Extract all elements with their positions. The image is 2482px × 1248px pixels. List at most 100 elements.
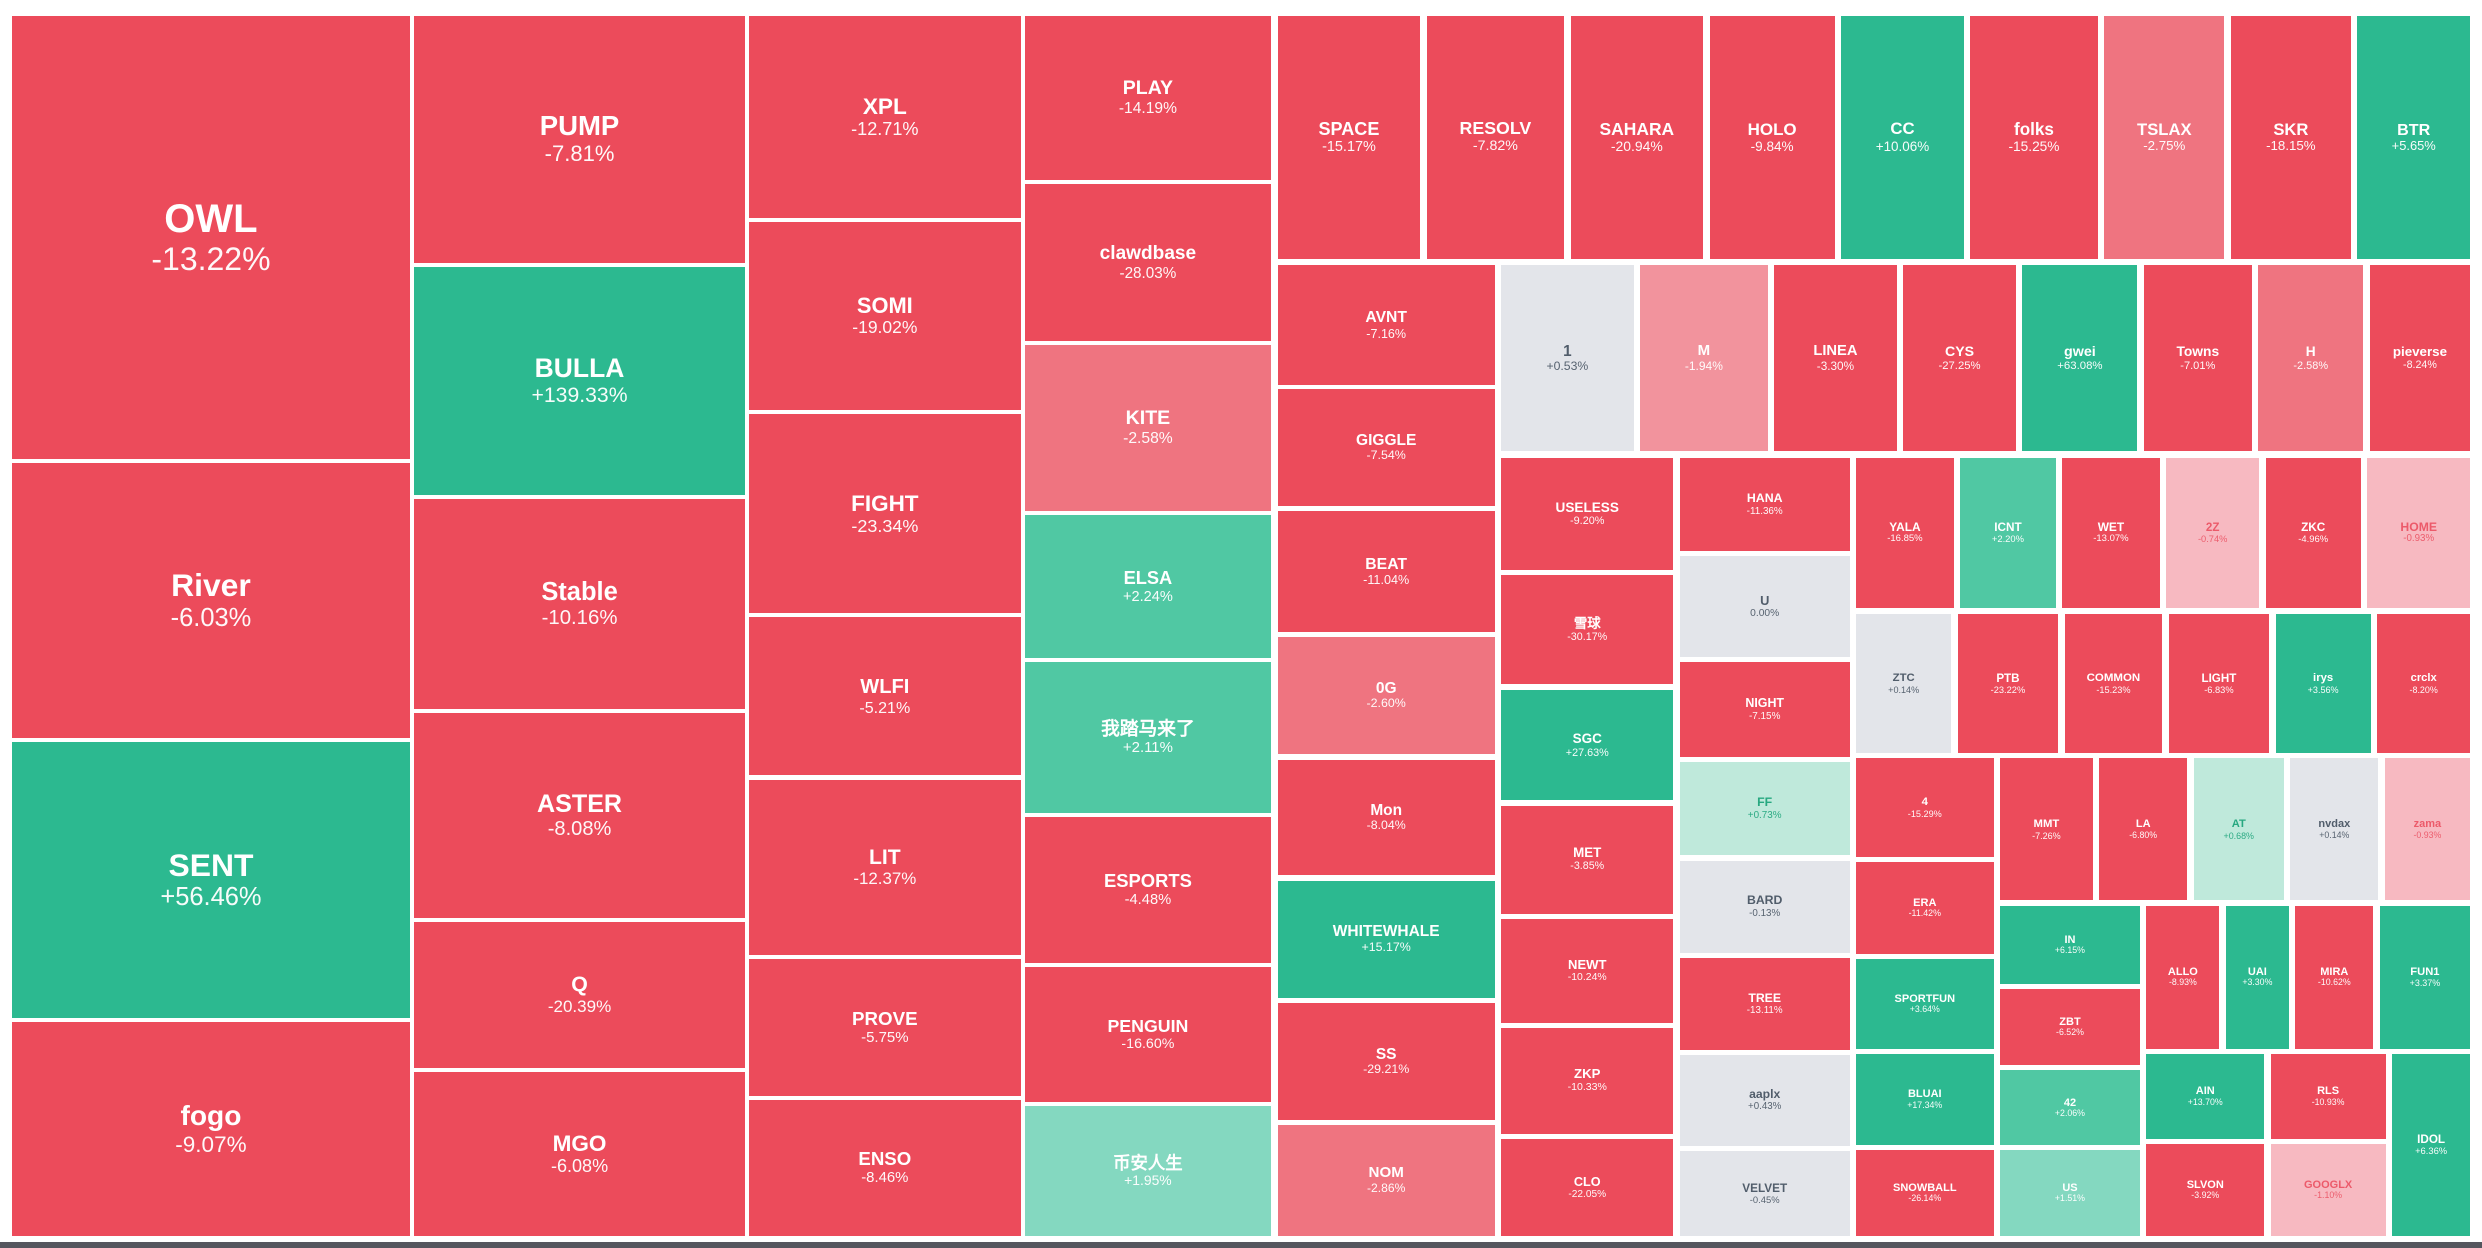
tile-NOM[interactable]: NOM -2.86%: [1275, 1123, 1497, 1238]
tile-SKR[interactable]: SKR -18.15%: [2228, 13, 2353, 261]
tile-PENGUIN[interactable]: PENGUIN -16.60%: [1022, 964, 1274, 1105]
tile-CC[interactable]: CC +10.06%: [1839, 13, 1966, 261]
tile-4[interactable]: 4 -15.29%: [1854, 756, 1996, 859]
tile-KITE[interactable]: KITE -2.58%: [1022, 343, 1274, 513]
tile-fogo[interactable]: fogo -9.07%: [9, 1019, 412, 1238]
tile-ENSO[interactable]: ENSO -8.46%: [747, 1098, 1023, 1238]
tile-PUMP[interactable]: PUMP -7.81%: [412, 13, 748, 265]
tile-TSLAX[interactable]: TSLAX -2.75%: [2102, 13, 2227, 261]
tile-SGC[interactable]: SGC +27.63%: [1499, 687, 1676, 803]
tile-BULLA[interactable]: BULLA +139.33%: [412, 264, 748, 497]
tile-币安人生[interactable]: 币安人生 +1.95%: [1022, 1104, 1274, 1238]
tile-River[interactable]: River -6.03%: [9, 460, 412, 741]
tile-LINEA[interactable]: LINEA -3.30%: [1772, 263, 1899, 453]
tile-Mon[interactable]: Mon -8.04%: [1275, 757, 1497, 878]
tile-WLFI[interactable]: WLFI -5.21%: [747, 615, 1023, 778]
tile-NIGHT[interactable]: NIGHT -7.15%: [1677, 660, 1852, 759]
tile-VELVET[interactable]: VELVET -0.45%: [1677, 1149, 1852, 1238]
tile-雪球[interactable]: 雪球 -30.17%: [1499, 572, 1676, 687]
tile-COMMON[interactable]: COMMON -15.23%: [2062, 611, 2165, 756]
tile-LA[interactable]: LA -6.80%: [2097, 756, 2190, 903]
tile-nvdax[interactable]: nvdax +0.14%: [2288, 756, 2381, 903]
tile-YALA[interactable]: YALA -16.85%: [1854, 455, 1956, 611]
tile-gwei[interactable]: gwei +63.08%: [2020, 263, 2140, 453]
tile-AIN[interactable]: AIN +13.70%: [2144, 1052, 2267, 1141]
tile-2Z[interactable]: 2Z -0.74%: [2164, 455, 2262, 611]
tile-U[interactable]: U 0.00%: [1677, 554, 1852, 659]
tile-irys[interactable]: irys +3.56%: [2273, 611, 2373, 756]
tile-HANA[interactable]: HANA -11.36%: [1677, 455, 1852, 553]
tile-clawdbase[interactable]: clawdbase -28.03%: [1022, 182, 1274, 344]
tile-GOOGLX[interactable]: GOOGLX -1.10%: [2268, 1141, 2388, 1238]
tile-US[interactable]: US +1.51%: [1998, 1148, 2142, 1238]
tile-WET[interactable]: WET -13.07%: [2060, 455, 2162, 611]
tile-SENT[interactable]: SENT +56.46%: [9, 740, 412, 1020]
tile-CYS[interactable]: CYS -27.25%: [1901, 263, 2018, 453]
tile-OWL[interactable]: OWL -13.22%: [9, 13, 412, 461]
tile-0G[interactable]: 0G -2.60%: [1275, 635, 1497, 757]
tile-ZTC[interactable]: ZTC +0.14%: [1854, 611, 1954, 756]
tile-zama[interactable]: zama -0.93%: [2382, 756, 2473, 903]
tile-PROVE[interactable]: PROVE -5.75%: [747, 957, 1023, 1099]
tile-BEAT[interactable]: BEAT -11.04%: [1275, 509, 1497, 634]
tile-SPACE[interactable]: SPACE -15.17%: [1275, 13, 1423, 261]
tile-42[interactable]: 42 +2.06%: [1998, 1068, 2142, 1147]
tile-HOME[interactable]: HOME -0.93%: [2365, 455, 2473, 611]
tile-AT[interactable]: AT +0.68%: [2191, 756, 2286, 903]
tile-我踏马来了[interactable]: 我踏马来了 +2.11%: [1022, 660, 1274, 815]
tile-ALLO[interactable]: ALLO -8.93%: [2144, 903, 2222, 1051]
tile-BARD[interactable]: BARD -0.13%: [1677, 858, 1852, 955]
tile-BLUAI[interactable]: BLUAI +17.34%: [1854, 1052, 1996, 1147]
tile-IN[interactable]: IN +6.15%: [1998, 903, 2142, 986]
tile-Towns[interactable]: Towns -7.01%: [2141, 263, 2254, 453]
tile-SS[interactable]: SS -29.21%: [1275, 1000, 1497, 1122]
tile-SNOWBALL[interactable]: SNOWBALL -26.14%: [1854, 1148, 1996, 1238]
tile-UAI[interactable]: UAI +3.30%: [2223, 903, 2291, 1051]
tile-LIT[interactable]: LIT -12.37%: [747, 777, 1023, 958]
tile-WHITEWHALE[interactable]: WHITEWHALE +15.17%: [1275, 878, 1497, 1000]
tile-HOLO[interactable]: HOLO -9.84%: [1707, 13, 1837, 261]
tile-NEWT[interactable]: NEWT -10.24%: [1499, 917, 1676, 1025]
tile-SLVON[interactable]: SLVON -3.92%: [2144, 1141, 2267, 1238]
tile-PLAY[interactable]: PLAY -14.19%: [1022, 13, 1274, 183]
tile-ICNT[interactable]: ICNT +2.20%: [1958, 455, 2058, 611]
tile-CLO[interactable]: CLO -22.05%: [1499, 1136, 1676, 1238]
tile-ZKP[interactable]: ZKP -10.33%: [1499, 1025, 1676, 1136]
tile-IDOL[interactable]: IDOL +6.36%: [2390, 1052, 2473, 1238]
tile-ZBT[interactable]: ZBT -6.52%: [1998, 987, 2142, 1068]
tile-FIGHT[interactable]: FIGHT -23.34%: [747, 411, 1023, 616]
tile-FF[interactable]: FF +0.73%: [1677, 760, 1852, 858]
tile-crclx[interactable]: crclx -8.20%: [2375, 611, 2473, 756]
tile-Q[interactable]: Q -20.39%: [412, 919, 748, 1070]
tile-SAHARA[interactable]: SAHARA -20.94%: [1568, 13, 1706, 261]
tile-BTR[interactable]: BTR +5.65%: [2355, 13, 2473, 261]
tile-FUN1[interactable]: FUN1 +3.37%: [2377, 903, 2473, 1051]
tile-ESPORTS[interactable]: ESPORTS -4.48%: [1022, 814, 1274, 965]
tile-ZKC[interactable]: ZKC -4.96%: [2263, 455, 2363, 611]
tile-SPORTFUN[interactable]: SPORTFUN +3.64%: [1854, 957, 1996, 1051]
tile-pieverse[interactable]: pieverse -8.24%: [2367, 263, 2473, 453]
tile-SOMI[interactable]: SOMI -19.02%: [747, 219, 1023, 412]
tile-ASTER[interactable]: ASTER -8.08%: [412, 711, 748, 920]
tile-M[interactable]: M -1.94%: [1638, 263, 1770, 453]
tile-MGO[interactable]: MGO -6.08%: [412, 1069, 748, 1238]
tile-Stable[interactable]: Stable -10.16%: [412, 496, 748, 712]
tile-TREE[interactable]: TREE -13.11%: [1677, 955, 1852, 1053]
tile-MMT[interactable]: MMT -7.26%: [1998, 756, 2095, 903]
tile-RLS[interactable]: RLS -10.93%: [2268, 1052, 2388, 1141]
tile-MIRA[interactable]: MIRA -10.62%: [2293, 903, 2376, 1051]
tile-ERA[interactable]: ERA -11.42%: [1854, 859, 1996, 956]
tile-aaplx[interactable]: aaplx +0.43%: [1677, 1053, 1852, 1149]
tile-XPL[interactable]: XPL -12.71%: [747, 13, 1023, 220]
tile-folks[interactable]: folks -15.25%: [1968, 13, 2100, 261]
tile-1[interactable]: 1 +0.53%: [1499, 263, 1636, 453]
tile-AVNT[interactable]: AVNT -7.16%: [1275, 263, 1497, 387]
tile-USELESS[interactable]: USELESS -9.20%: [1499, 455, 1676, 572]
tile-GIGGLE[interactable]: GIGGLE -7.54%: [1275, 386, 1497, 508]
tile-LIGHT[interactable]: LIGHT -6.83%: [2166, 611, 2272, 756]
tile-ELSA[interactable]: ELSA +2.24%: [1022, 512, 1274, 661]
tile-MET[interactable]: MET -3.85%: [1499, 803, 1676, 917]
tile-PTB[interactable]: PTB -23.22%: [1955, 611, 2061, 756]
tile-H[interactable]: H -2.58%: [2256, 263, 2366, 453]
tile-RESOLV[interactable]: RESOLV -7.82%: [1424, 13, 1567, 261]
